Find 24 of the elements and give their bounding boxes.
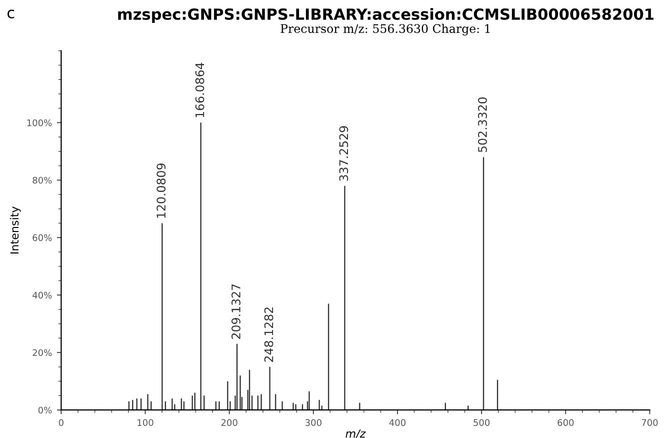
y-axis-title: Intensity bbox=[10, 206, 21, 254]
text: c bbox=[7, 10, 14, 18]
y-tick-label: 100% bbox=[27, 119, 52, 126]
annotation: 166.0864 bbox=[195, 62, 204, 118]
x-tick-label: 500 bbox=[474, 419, 490, 426]
x-tick-label: 400 bbox=[389, 419, 406, 426]
x-tick-label: 700 bbox=[642, 419, 658, 426]
y-tick-label: 60% bbox=[32, 234, 52, 242]
annotation: 502.3320 bbox=[478, 97, 487, 152]
y-tick-label: 0% bbox=[38, 406, 52, 414]
x-tick-label: 200 bbox=[221, 419, 238, 426]
y-tick-label: 80% bbox=[32, 176, 52, 184]
y-tick-label: 20% bbox=[32, 349, 52, 356]
chart-title: mzspec:GNPS:GNPS-LIBRARY:accession:CCMSLIB00006582001 bbox=[118, 8, 654, 23]
chart-subtitle: Precursor m/z: 556.3630 Charge: 1 bbox=[280, 24, 490, 36]
x-tick-label: 300 bbox=[305, 419, 322, 426]
x-tick-label: 100 bbox=[138, 419, 154, 426]
annotation: 209.1327 bbox=[232, 284, 240, 339]
x-tick-label: 0 bbox=[58, 419, 64, 426]
x-tick-label: 600 bbox=[558, 419, 574, 426]
y-tick-label: 40% bbox=[32, 292, 52, 299]
annotation: 337.2529 bbox=[339, 126, 348, 181]
annotation: 120.0809 bbox=[156, 164, 166, 218]
annotation: 248.1282 bbox=[264, 308, 274, 362]
